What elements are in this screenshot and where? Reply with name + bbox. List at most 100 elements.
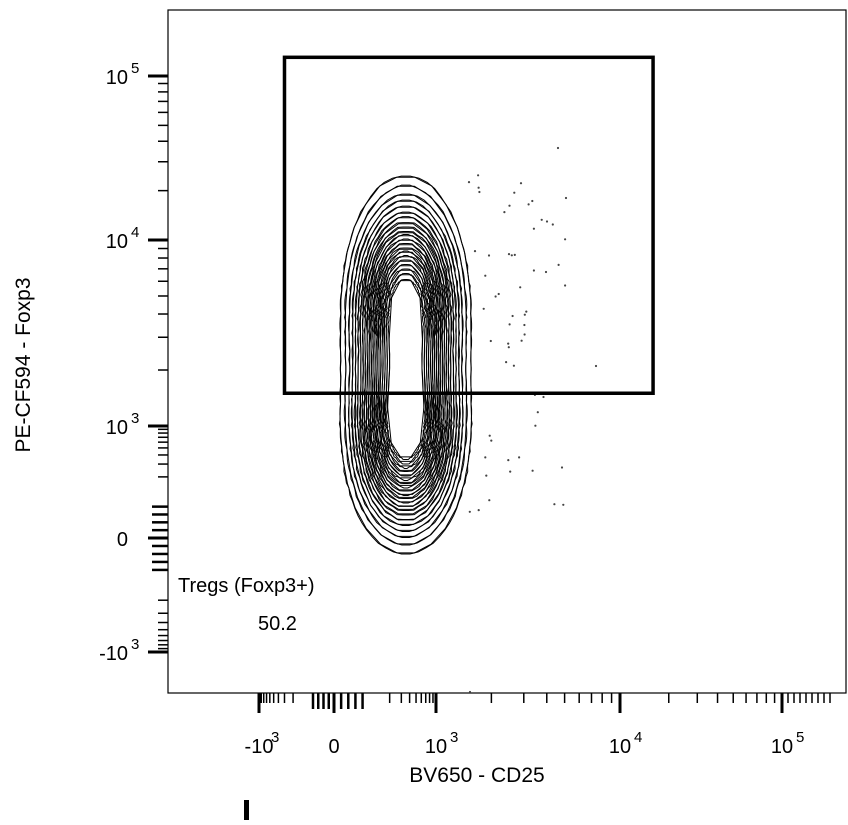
y-tick-exponent: 5 <box>131 60 139 77</box>
contour-line <box>356 212 456 520</box>
event-dot <box>488 499 491 502</box>
contour-line <box>338 176 473 555</box>
event-dot <box>477 174 480 177</box>
event-dot <box>560 466 564 469</box>
event-dot <box>487 254 491 257</box>
event-dot <box>513 191 516 194</box>
contour-line <box>383 268 429 467</box>
contour-group <box>338 175 473 555</box>
event-dot <box>518 456 521 459</box>
event-dot <box>477 509 480 512</box>
event-dot <box>542 395 545 399</box>
event-dot <box>564 284 567 287</box>
event-dot <box>494 295 497 298</box>
event-dot <box>512 364 516 367</box>
event-dot <box>478 190 481 194</box>
event-dot <box>532 269 536 272</box>
y-tick-exponent: 3 <box>131 410 139 427</box>
contour-line <box>361 223 451 511</box>
contour-line <box>371 244 441 492</box>
contour-line <box>378 260 434 477</box>
gate-rectangle[interactable] <box>282 55 655 395</box>
event-dot <box>540 218 543 221</box>
y-tick-label: 10 <box>106 67 128 89</box>
event-dot <box>484 456 487 459</box>
event-dot <box>507 342 510 345</box>
event-dot <box>520 339 523 342</box>
gate-percent: 50.2 <box>258 613 297 635</box>
event-dot <box>510 254 513 257</box>
y-tick-label: -10 <box>99 643 128 665</box>
event-dot <box>507 346 510 349</box>
y-tick-label: 10 <box>106 231 128 253</box>
event-dot <box>519 286 522 289</box>
event-dot <box>508 204 511 207</box>
event-dot <box>507 459 510 462</box>
event-dot <box>489 339 492 343</box>
contour-line <box>384 274 428 465</box>
event-dot <box>532 227 536 230</box>
x-tick-label: -10 <box>245 736 274 758</box>
event-dot <box>523 333 526 336</box>
event-dot <box>513 253 516 256</box>
event-dot <box>594 364 598 368</box>
gate-label: Tregs (Foxp3+) <box>178 575 315 597</box>
event-dot <box>544 270 548 274</box>
event-dot <box>536 411 539 414</box>
x-tick-exponent: 4 <box>634 729 642 746</box>
event-dot <box>505 361 508 364</box>
event-dot <box>482 307 485 310</box>
event-dot <box>477 186 480 189</box>
event-dot <box>562 503 565 506</box>
x-tick-exponent: 3 <box>450 729 458 746</box>
event-dot <box>507 253 511 256</box>
y-tick-exponent: 3 <box>131 636 139 653</box>
contour-line <box>369 239 443 496</box>
event-dot <box>531 199 534 203</box>
event-dot <box>531 469 534 472</box>
x-tick-label: 10 <box>609 736 631 758</box>
contour-line <box>363 227 449 507</box>
x-tick-exponent: 5 <box>796 729 804 746</box>
event-dot <box>523 323 526 327</box>
event-dot <box>519 182 523 185</box>
y-tick-label: 0 <box>117 529 128 551</box>
contour-line <box>387 279 425 458</box>
event-dot <box>545 220 549 223</box>
contour-line <box>344 184 468 545</box>
event-dot <box>503 211 506 214</box>
event-dot <box>511 314 514 318</box>
contour-line <box>374 251 437 484</box>
event-dot <box>523 313 526 316</box>
x-axis: -103 0 10 3 10 4 10 5 <box>245 693 831 758</box>
event-dot <box>473 250 477 253</box>
event-dot <box>557 263 560 266</box>
x-axis-label: BV650 - CD25 <box>409 764 544 787</box>
event-dot <box>508 323 511 326</box>
event-dot <box>556 146 560 150</box>
event-dot <box>525 310 528 313</box>
event-dot <box>488 434 491 437</box>
contour-line <box>376 256 436 481</box>
event-dot <box>564 196 568 200</box>
y-axis-label: PE-CF594 - Foxp3 <box>12 277 35 452</box>
y-tick-exponent: 4 <box>131 224 139 241</box>
event-dot <box>551 223 554 226</box>
x-tick-exponent: 3 <box>271 729 279 746</box>
contour-line <box>347 194 464 538</box>
event-dot <box>527 203 530 206</box>
contour-line <box>365 231 446 503</box>
contour-line <box>343 185 468 546</box>
y-tick-label: 10 <box>106 417 128 439</box>
x-tick-label: 10 <box>771 736 793 758</box>
x-tick-label: 10 <box>425 736 447 758</box>
event-dot <box>468 510 471 513</box>
event-dot <box>497 292 500 296</box>
contour-line <box>386 280 426 460</box>
contour-line <box>353 206 459 526</box>
contour-line <box>367 235 445 499</box>
event-dot <box>468 690 472 694</box>
event-dot <box>485 474 488 477</box>
x-tick-label: 0 <box>328 736 339 758</box>
event-dot <box>467 181 471 184</box>
